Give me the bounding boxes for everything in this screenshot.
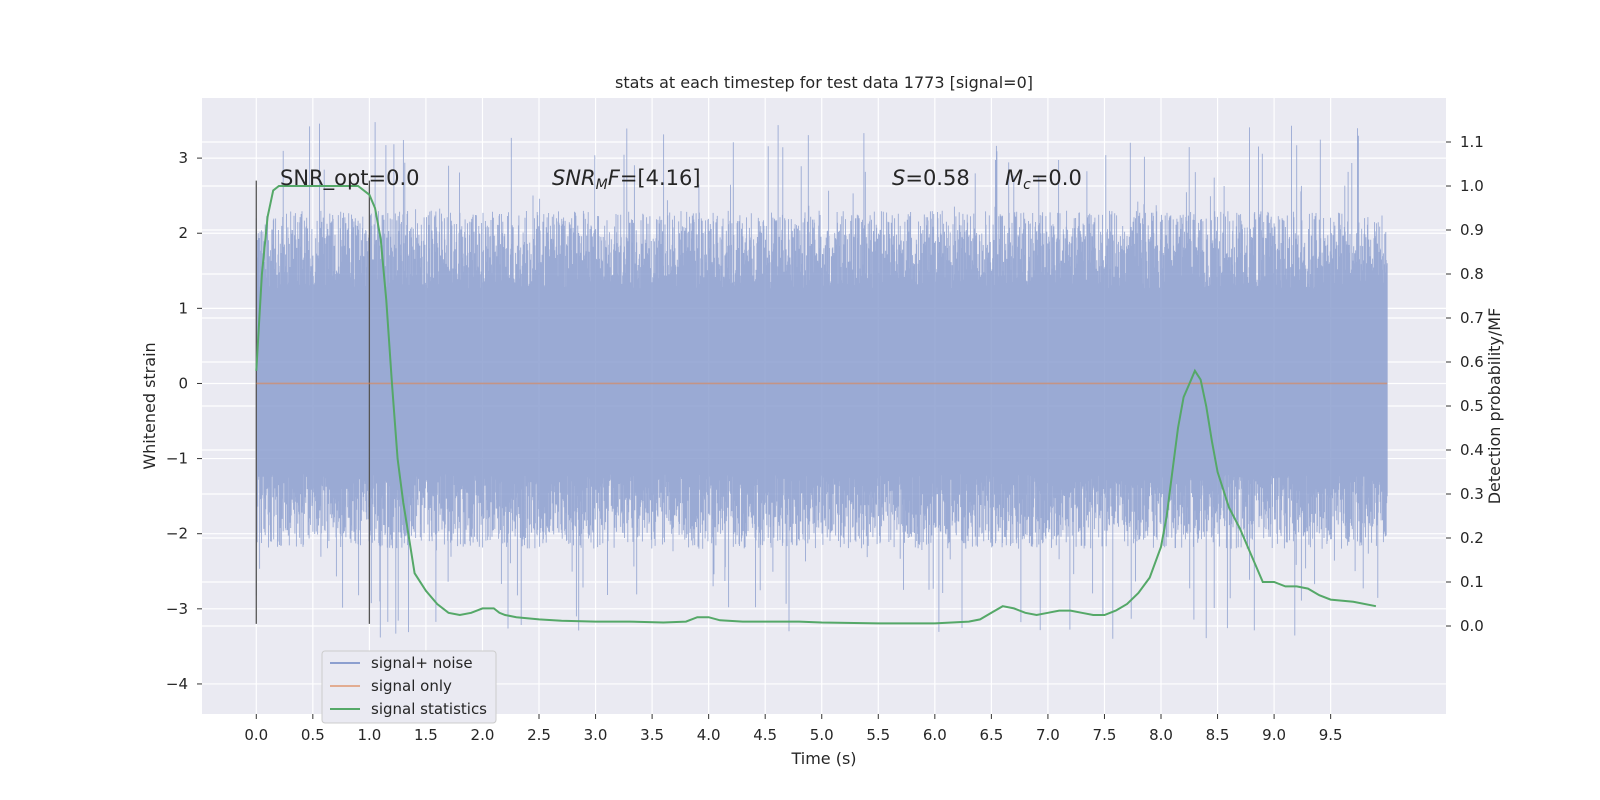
x-tick-label-0: 0.0 bbox=[244, 726, 268, 744]
x-axis-label: Time (s) bbox=[790, 749, 856, 768]
x-tick-label-16: 8.0 bbox=[1149, 726, 1173, 744]
y-right-tick-label-0: 1.1 bbox=[1460, 133, 1484, 151]
y-left-tick-label-6: −3 bbox=[166, 600, 188, 618]
y-axis-left-ticks: 3 2 1 0 −1 −2 −3 −4 bbox=[166, 149, 202, 693]
x-tick-label-3: 1.5 bbox=[414, 726, 438, 744]
y-left-tick-label-7: −4 bbox=[166, 675, 188, 693]
snr-mf-subscript: M bbox=[596, 177, 608, 193]
mc-subscript: c bbox=[1023, 177, 1031, 193]
y-left-tick-label-1: 2 bbox=[178, 224, 188, 242]
legend-label-signal-only: signal only bbox=[371, 677, 452, 695]
legend: signal+ noise signal only signal statist… bbox=[321, 650, 497, 724]
annotation-snr-opt: SNR_opt=0.0 bbox=[280, 166, 420, 191]
y-right-tick-label-8: 0.3 bbox=[1460, 485, 1484, 503]
y-left-tick-label-0: 3 bbox=[178, 149, 188, 167]
y-right-tick-label-2: 0.9 bbox=[1460, 221, 1484, 239]
annotation-s: S=0.58 bbox=[892, 166, 970, 190]
mc-value: =0.0 bbox=[1031, 166, 1082, 190]
x-tick-label-8: 4.0 bbox=[697, 726, 721, 744]
x-axis-ticks: 0.0 0.5 1.0 1.5 2.0 2.5 3.0 3.5 4.0 4.5 5.0 5.5 6.0 6… bbox=[244, 714, 1343, 744]
snr-mf-symbol: SNR bbox=[552, 166, 596, 190]
y-left-tick-label-5: −2 bbox=[166, 525, 188, 543]
series-signal-statistics bbox=[255, 185, 1377, 625]
x-tick-label-11: 5.5 bbox=[866, 726, 890, 744]
annotation-mc: Mc=0.0 bbox=[1005, 166, 1082, 193]
s-symbol: S bbox=[892, 166, 905, 190]
x-tick-label-4: 2.0 bbox=[471, 726, 495, 744]
legend-label-signal-noise: signal+ noise bbox=[371, 654, 473, 672]
vertical-markers bbox=[255, 180, 371, 624]
y-left-tick-label-3: 0 bbox=[178, 374, 188, 392]
snr-mf-f: F bbox=[608, 166, 621, 190]
mc-symbol: M bbox=[1005, 166, 1023, 190]
y-right-tick-label-11: 0.0 bbox=[1460, 617, 1484, 635]
x-tick-label-1: 0.5 bbox=[301, 726, 325, 744]
signal-statistics-line bbox=[255, 185, 1377, 625]
x-tick-label-2: 1.0 bbox=[357, 726, 381, 744]
x-tick-label-10: 5.0 bbox=[810, 726, 834, 744]
y-left-tick-label-2: 1 bbox=[178, 299, 188, 317]
legend-label-signal-statistics: signal statistics bbox=[371, 700, 487, 718]
y-right-tick-label-7: 0.4 bbox=[1460, 441, 1484, 459]
y-right-tick-label-1: 1.0 bbox=[1460, 177, 1484, 195]
y-right-tick-label-4: 0.7 bbox=[1460, 309, 1484, 327]
x-tick-label-9: 4.5 bbox=[753, 726, 777, 744]
x-tick-label-13: 6.5 bbox=[979, 726, 1003, 744]
x-tick-label-14: 7.0 bbox=[1036, 726, 1060, 744]
x-tick-label-17: 8.5 bbox=[1206, 726, 1230, 744]
x-tick-label-15: 7.5 bbox=[1093, 726, 1117, 744]
legend-box bbox=[321, 650, 497, 724]
x-tick-label-6: 3.0 bbox=[584, 726, 608, 744]
y-right-tick-label-10: 0.1 bbox=[1460, 573, 1484, 591]
y-axis-right-ticks: 1.1 1.0 0.9 0.8 0.7 0.6 0.5 0.4 0.3 0.2 0.1 0.0 bbox=[1446, 133, 1484, 635]
x-tick-label-7: 3.5 bbox=[640, 726, 664, 744]
y-axis-right-label: Detection probability/MF bbox=[1485, 308, 1504, 505]
y-right-tick-label-6: 0.5 bbox=[1460, 397, 1484, 415]
s-value: =0.58 bbox=[905, 166, 969, 190]
x-tick-label-12: 6.0 bbox=[923, 726, 947, 744]
chart-title: stats at each timestep for test data 177… bbox=[615, 73, 1033, 92]
y-right-tick-label-9: 0.2 bbox=[1460, 529, 1484, 547]
y-axis-left-label: Whitened strain bbox=[140, 342, 159, 469]
y-right-tick-label-3: 0.8 bbox=[1460, 265, 1484, 283]
snr-mf-value: =[4.16] bbox=[620, 166, 701, 190]
x-tick-label-18: 9.0 bbox=[1262, 726, 1286, 744]
x-tick-label-5: 2.5 bbox=[527, 726, 551, 744]
annotation-snr-mf: SNRMF=[4.16] bbox=[552, 166, 701, 193]
y-left-tick-label-4: −1 bbox=[166, 450, 188, 468]
y-right-tick-label-5: 0.6 bbox=[1460, 353, 1484, 371]
x-tick-label-19: 9.5 bbox=[1319, 726, 1343, 744]
